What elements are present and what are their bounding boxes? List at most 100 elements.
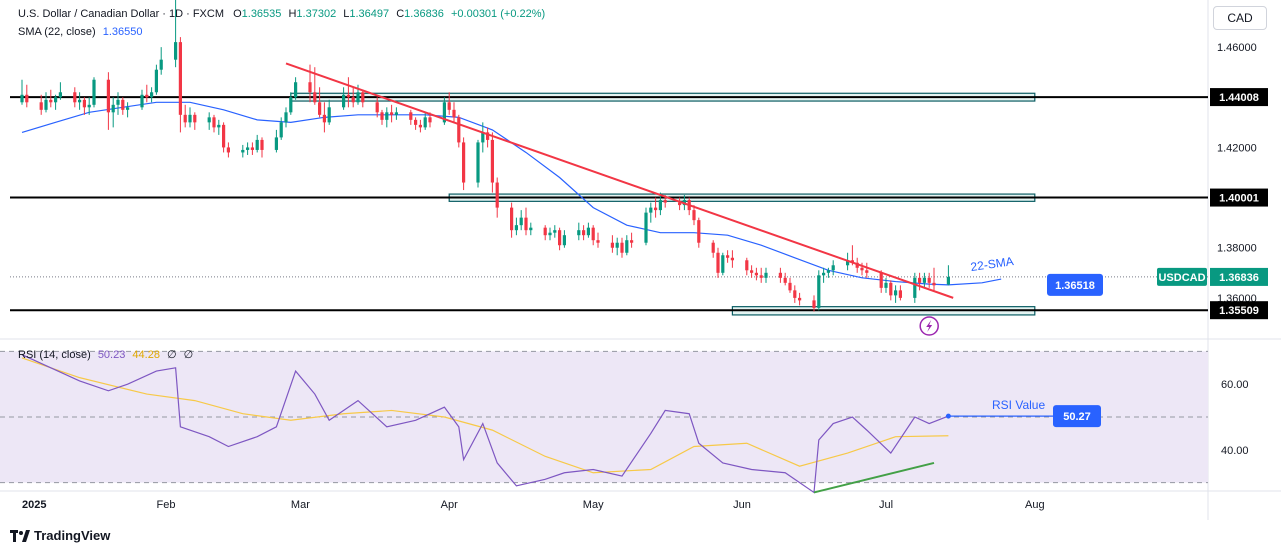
currency-button[interactable]: CAD bbox=[1213, 6, 1267, 30]
candle-body bbox=[697, 220, 701, 243]
tradingview-name: TradingView bbox=[34, 528, 111, 543]
candle-body bbox=[543, 227, 547, 236]
price-tick-label: 1.46000 bbox=[1217, 42, 1257, 54]
candle-body bbox=[25, 94, 29, 103]
candle-body bbox=[817, 275, 821, 308]
candle-body bbox=[409, 112, 413, 120]
candle-body bbox=[346, 94, 350, 98]
candle-body bbox=[418, 124, 422, 128]
candle-body bbox=[174, 42, 178, 60]
candle-body bbox=[423, 117, 427, 128]
candle-body bbox=[730, 257, 734, 261]
low-value: 1.36497 bbox=[349, 8, 390, 20]
candle-body bbox=[596, 240, 600, 243]
candle-body bbox=[889, 282, 893, 296]
current-price-tag bbox=[1210, 267, 1268, 286]
time-tick-label: Aug bbox=[1025, 499, 1045, 511]
candle-body bbox=[898, 290, 902, 298]
candle-body bbox=[111, 104, 115, 113]
candle-body bbox=[375, 102, 379, 113]
time-tick-label: Feb bbox=[157, 499, 176, 511]
candle-body bbox=[759, 275, 763, 278]
candle-body bbox=[778, 272, 782, 278]
candle-body bbox=[754, 272, 758, 276]
candle-body bbox=[294, 82, 298, 98]
candle-body bbox=[428, 117, 432, 123]
candle-body bbox=[486, 132, 490, 140]
low-label: L bbox=[343, 8, 350, 20]
candle-body bbox=[913, 277, 917, 298]
candle-body bbox=[625, 240, 629, 253]
candle-body bbox=[721, 255, 725, 273]
rsi-legend[interactable]: RSI (14, close) 50.23 44.28 ∅ ∅ bbox=[18, 348, 193, 361]
candle-body bbox=[812, 300, 816, 308]
candle-body bbox=[140, 94, 144, 108]
candle-body bbox=[582, 230, 586, 236]
downtrend-line bbox=[285, 62, 954, 299]
sma-legend-label: SMA (22, close) bbox=[18, 26, 96, 38]
candle-body bbox=[745, 260, 749, 271]
candle-body bbox=[553, 230, 557, 233]
candle-body bbox=[260, 139, 264, 150]
candle-body bbox=[222, 124, 226, 148]
candle-body bbox=[58, 92, 62, 98]
level-axis-tag-text: 1.40001 bbox=[1219, 193, 1259, 205]
candle-body bbox=[313, 92, 317, 103]
sma-legend-value: 1.36550 bbox=[102, 26, 143, 38]
candle-body bbox=[92, 79, 96, 105]
sma-line bbox=[21, 101, 1002, 286]
candle-body bbox=[586, 227, 590, 236]
open-value: 1.36535 bbox=[241, 8, 282, 20]
candle-body bbox=[476, 142, 480, 183]
candle-body bbox=[54, 97, 58, 103]
candle-body bbox=[183, 114, 187, 123]
candle-body bbox=[106, 79, 110, 113]
candle-body bbox=[884, 282, 888, 288]
candle-body bbox=[308, 82, 312, 93]
candle-body bbox=[39, 102, 43, 110]
candle-body bbox=[783, 277, 787, 283]
candle-body bbox=[788, 282, 792, 291]
time-tick-label: Mar bbox=[291, 499, 310, 511]
price-tick-label: 1.42000 bbox=[1217, 142, 1257, 154]
candle-body bbox=[946, 276, 950, 285]
candle-body bbox=[150, 92, 154, 98]
candle-body bbox=[620, 242, 624, 253]
rsi-legend-extra1: ∅ bbox=[167, 349, 177, 361]
candle-body bbox=[692, 210, 696, 221]
candle-body bbox=[558, 230, 562, 246]
candle-body bbox=[121, 99, 125, 110]
rsi-tick-label: 40.00 bbox=[1221, 445, 1249, 457]
price-tick-label: 1.38000 bbox=[1217, 243, 1257, 255]
candle-body bbox=[250, 147, 254, 150]
candle-body bbox=[654, 207, 658, 211]
candle-body bbox=[361, 92, 365, 103]
candle-body bbox=[390, 112, 394, 115]
level-axis-tag bbox=[1210, 301, 1268, 320]
candle-body bbox=[145, 94, 149, 98]
candle-body bbox=[922, 277, 926, 283]
rsi-value-label: RSI Value bbox=[992, 398, 1045, 412]
candle-body bbox=[49, 99, 53, 103]
tradingview-logo[interactable]: TradingView bbox=[10, 528, 110, 543]
candle-body bbox=[918, 277, 922, 283]
candle-body bbox=[126, 107, 130, 110]
candle-body bbox=[495, 182, 499, 208]
sma-legend[interactable]: SMA (22, close) 1.36550 bbox=[18, 26, 142, 38]
rsi-legend-ma-value: 44.28 bbox=[132, 349, 160, 361]
candle-body bbox=[529, 227, 533, 231]
candle-body bbox=[351, 97, 355, 103]
candle-body bbox=[73, 92, 77, 103]
candle-body bbox=[524, 217, 528, 231]
candle-body bbox=[764, 272, 768, 278]
candle-body bbox=[615, 242, 619, 248]
close-label: C bbox=[396, 8, 405, 20]
rsi-legend-value: 50.23 bbox=[97, 349, 126, 361]
candle-body bbox=[394, 112, 398, 115]
candle-body bbox=[226, 147, 230, 153]
candle-body bbox=[879, 272, 883, 288]
candle-body bbox=[447, 102, 451, 110]
candle-body bbox=[217, 124, 221, 128]
sma-value-tag-text: 1.36518 bbox=[1055, 280, 1095, 292]
